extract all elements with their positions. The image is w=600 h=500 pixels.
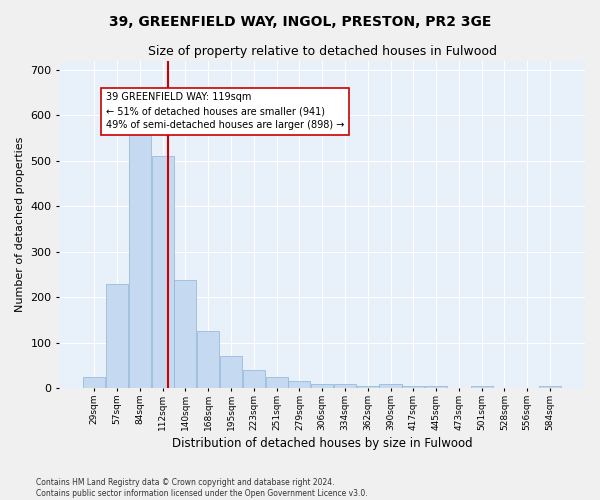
Bar (379, 384, 401, 388)
Bar (289, 382, 310, 388)
Text: Contains HM Land Registry data © Crown copyright and database right 2024.
Contai: Contains HM Land Registry data © Crown c… (36, 478, 368, 498)
Bar (220, 356, 242, 388)
Bar (539, 386, 561, 388)
Bar (197, 332, 219, 388)
Bar (152, 156, 173, 388)
Bar (402, 386, 424, 388)
Bar (425, 386, 447, 388)
X-axis label: Distribution of detached houses by size in Fulwood: Distribution of detached houses by size … (172, 437, 472, 450)
Bar (311, 384, 333, 388)
Bar (243, 370, 265, 388)
Y-axis label: Number of detached properties: Number of detached properties (15, 136, 25, 312)
Bar (83, 377, 106, 388)
Bar (334, 384, 356, 388)
Bar (470, 386, 493, 388)
Bar (129, 131, 151, 388)
Text: 39 GREENFIELD WAY: 119sqm
← 51% of detached houses are smaller (941)
49% of semi: 39 GREENFIELD WAY: 119sqm ← 51% of detac… (106, 92, 344, 130)
Bar (175, 280, 196, 388)
Bar (106, 284, 128, 388)
Title: Size of property relative to detached houses in Fulwood: Size of property relative to detached ho… (148, 45, 497, 58)
Bar (266, 377, 287, 388)
Bar (356, 386, 379, 388)
Text: 39, GREENFIELD WAY, INGOL, PRESTON, PR2 3GE: 39, GREENFIELD WAY, INGOL, PRESTON, PR2 … (109, 15, 491, 29)
